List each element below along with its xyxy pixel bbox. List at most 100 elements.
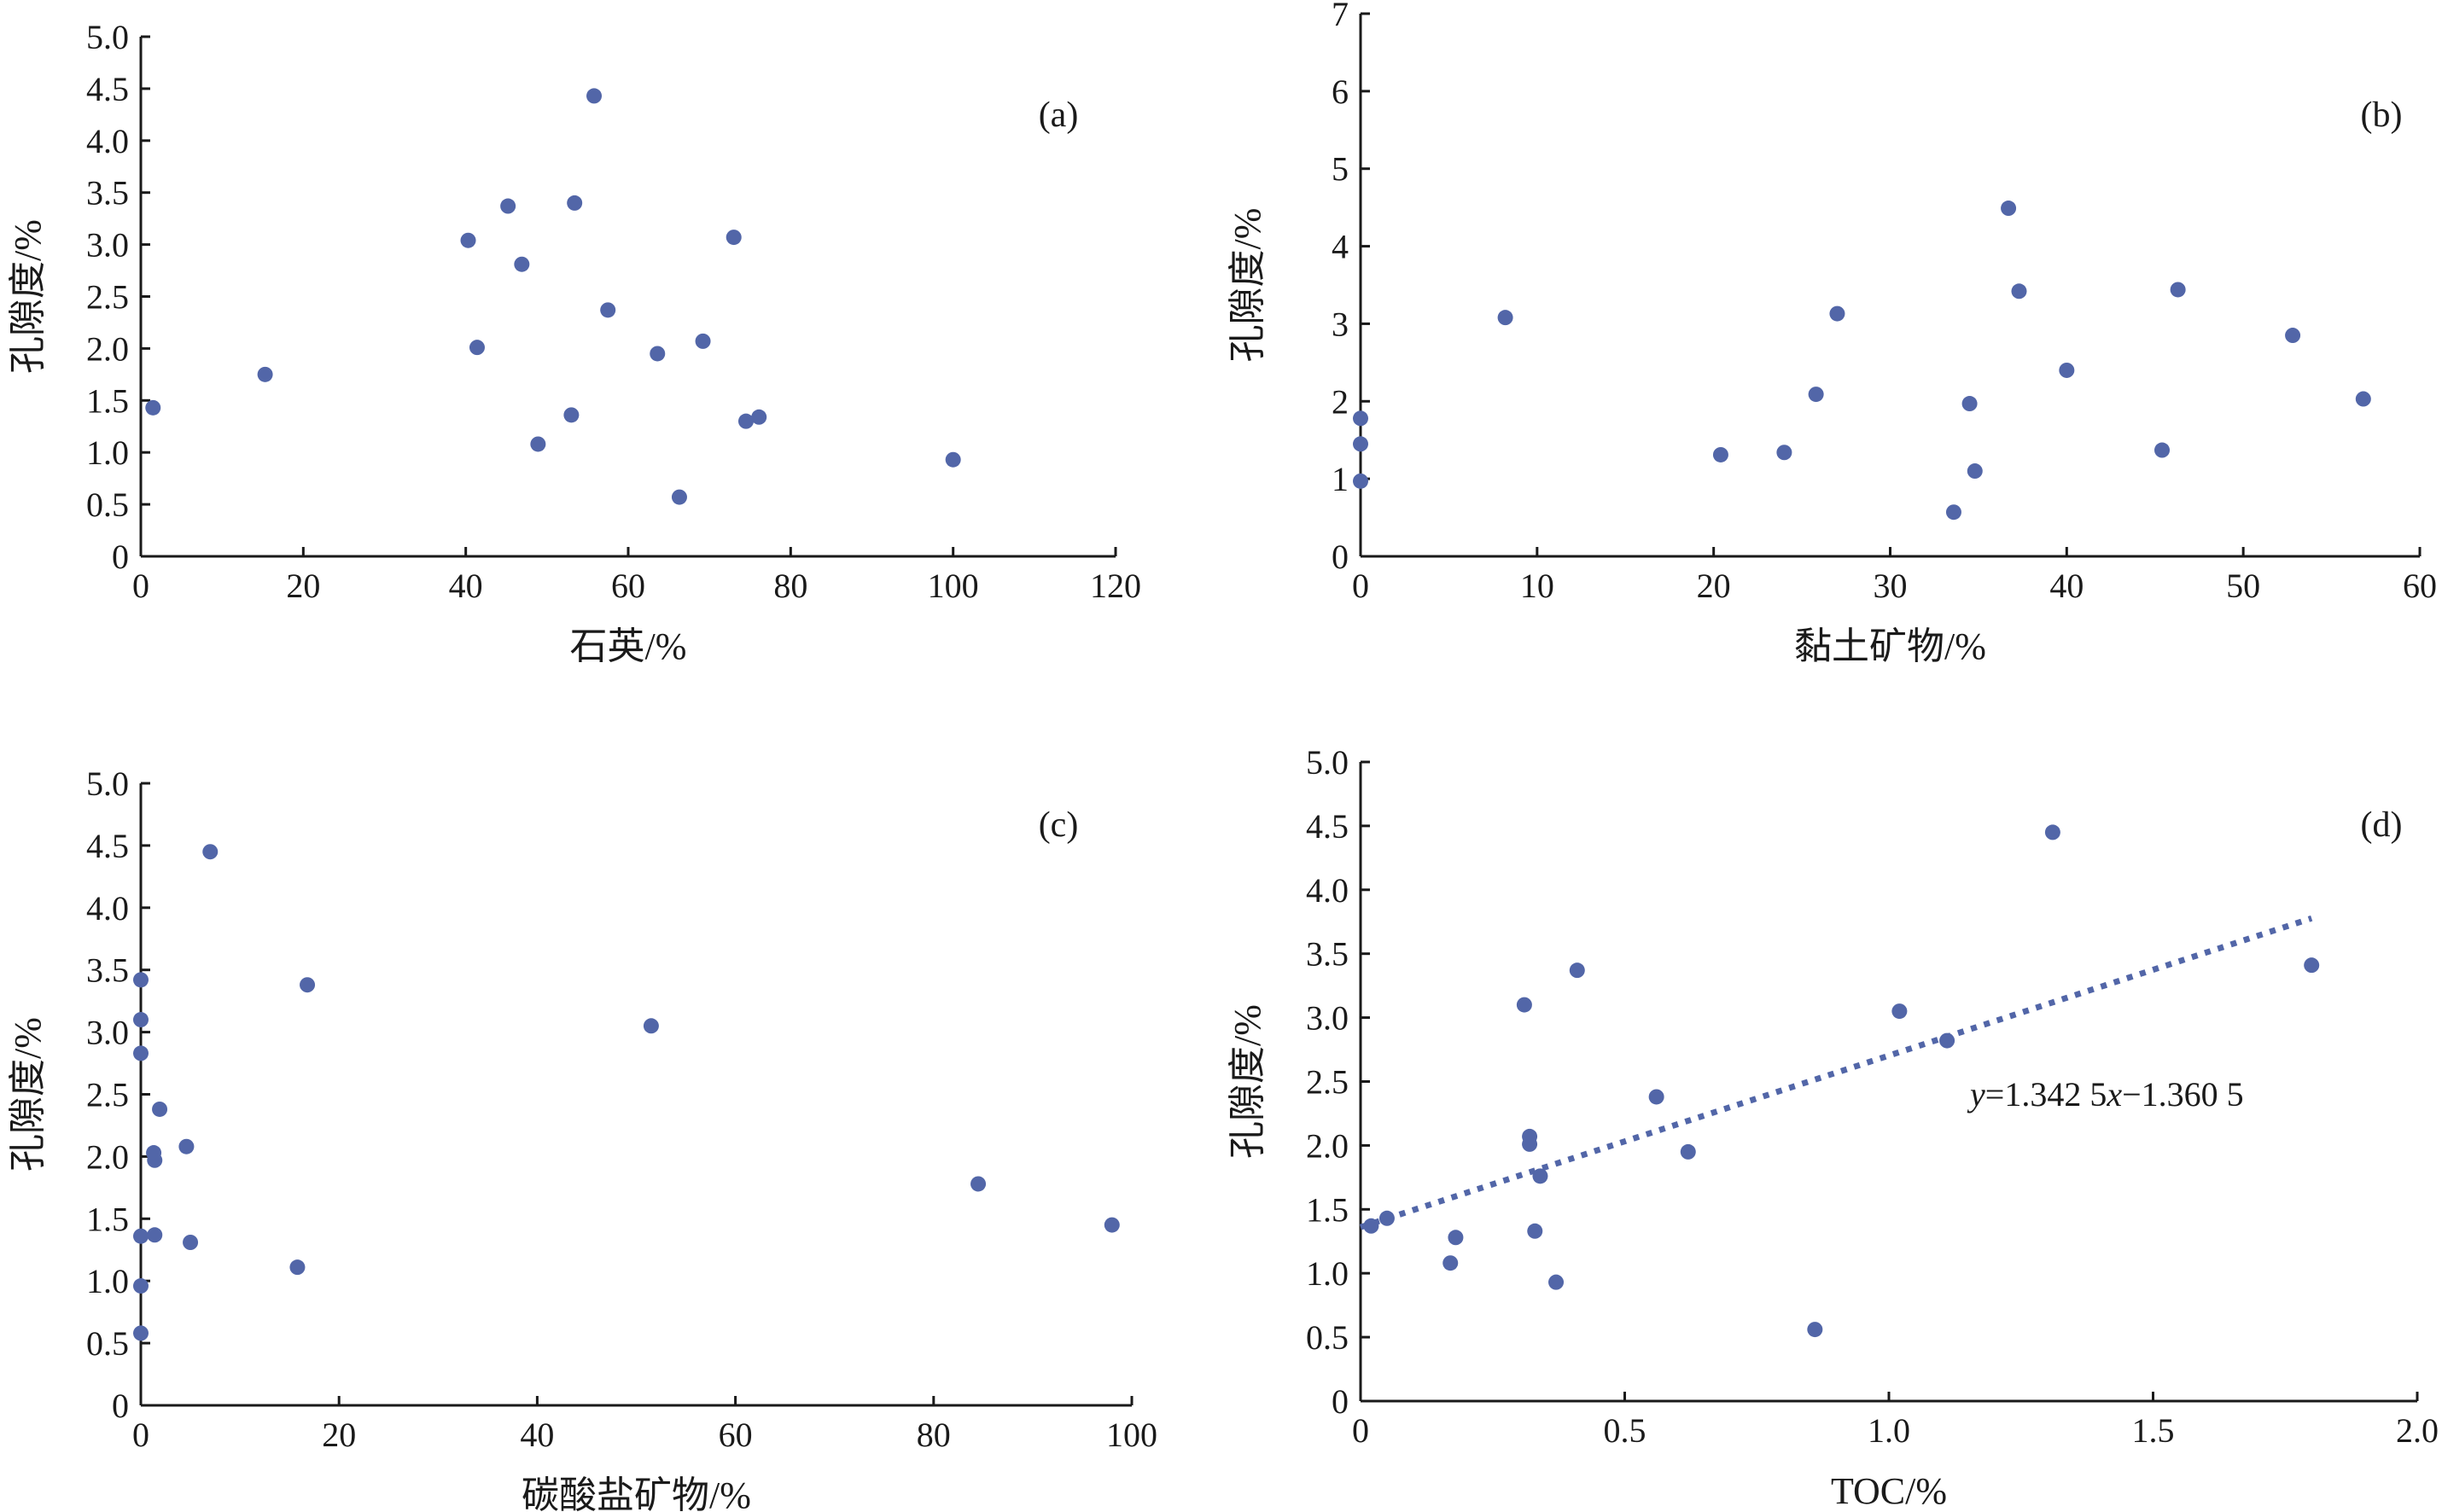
data-point — [147, 1152, 163, 1168]
data-point — [202, 844, 219, 860]
y-tick-label: 3.5 — [86, 174, 129, 212]
data-point — [586, 88, 603, 104]
data-point — [567, 195, 583, 211]
data-point — [514, 256, 530, 272]
y-tick-label: 4 — [1332, 228, 1349, 266]
data-point — [1363, 1218, 1379, 1234]
x-tick-label: 60 — [611, 567, 645, 605]
y-tick-label: 2 — [1332, 382, 1349, 421]
data-point — [1353, 473, 1368, 489]
x-tick-label: 0.5 — [1604, 1411, 1646, 1450]
x-tick-label: 60 — [719, 1416, 753, 1454]
data-point — [133, 1012, 149, 1028]
x-tick-label: 10 — [1520, 567, 1554, 605]
x-tick-label: 2.0 — [2396, 1411, 2439, 1450]
data-point — [300, 977, 316, 993]
data-point — [1522, 1136, 1538, 1152]
x-tick-label: 0 — [132, 567, 149, 605]
panel-c: 0 20 40 60 80 100 0 0.5 1.0 1.5 2.0 2.5 3.0 3.5 4.0 4.5… — [7, 765, 1157, 1512]
data-point — [530, 436, 546, 452]
y-tick-label: 4.5 — [1306, 807, 1349, 846]
data-point — [257, 366, 273, 382]
y-tick-label: 5.0 — [86, 18, 129, 56]
x-tick-label: 40 — [2049, 567, 2084, 605]
y-tick-label: 2.0 — [1306, 1126, 1349, 1165]
data-point — [1829, 305, 1845, 322]
x-tick-label: 100 — [1106, 1416, 1157, 1454]
y-axis-label: 孔隙度/% — [1227, 208, 1268, 363]
panel-label: (d) — [2361, 805, 2403, 845]
data-point — [2059, 362, 2075, 378]
y-tick-label: 2.5 — [86, 1076, 129, 1114]
data-point — [1353, 436, 1368, 452]
data-point — [1712, 446, 1728, 462]
x-tick-label: 30 — [1874, 567, 1908, 605]
y-tick-label: 0 — [112, 1387, 129, 1425]
y-tick-label: 3.5 — [1306, 935, 1349, 974]
data-point — [600, 302, 616, 318]
x-tick-label: 80 — [773, 567, 807, 605]
data-point — [133, 1278, 149, 1294]
y-tick-label: 0 — [112, 538, 129, 576]
data-point — [152, 1101, 168, 1117]
y-axis-label: 孔隙度/% — [7, 1017, 49, 1172]
data-point — [1807, 1322, 1823, 1338]
data-point — [1516, 997, 1532, 1013]
data-point — [2011, 283, 2027, 299]
y-tick-label: 1.0 — [86, 433, 129, 472]
equation-y-var: y — [1967, 1075, 1985, 1114]
data-point — [178, 1138, 195, 1154]
x-tick-label: 100 — [928, 567, 979, 605]
data-point — [1939, 1032, 1955, 1049]
y-tick-label: 1.0 — [1306, 1254, 1349, 1293]
data-point — [1569, 962, 1585, 979]
data-point — [460, 232, 476, 248]
y-tick-label: 4.0 — [86, 122, 129, 160]
data-point — [1648, 1089, 1664, 1105]
data-point — [2355, 391, 2371, 407]
data-point — [671, 489, 687, 505]
y-tick-label: 5 — [1332, 150, 1349, 189]
y-tick-label: 5.0 — [86, 765, 129, 803]
y-tick-label: 2.5 — [86, 278, 129, 317]
data-point — [970, 1176, 987, 1192]
data-point — [695, 333, 711, 349]
data-point — [751, 409, 767, 425]
y-tick-label: 1 — [1332, 460, 1349, 498]
x-axis-label: 碳酸盐矿物/% — [522, 1474, 751, 1512]
y-tick-label: 1.5 — [86, 1200, 129, 1238]
y-tick-label: 4.0 — [1306, 871, 1349, 910]
trend-line — [1359, 915, 2313, 1230]
regression-equation: y=1.342 5x−1.360 5 — [1967, 1075, 2244, 1114]
y-tick-label: 5.0 — [1306, 743, 1349, 782]
y-tick-label: 0.5 — [1306, 1318, 1349, 1357]
x-axis-label: 黏土矿物/% — [1794, 625, 1986, 667]
data-point — [1945, 504, 1961, 520]
y-tick-label: 0 — [1332, 538, 1349, 576]
data-point — [133, 1228, 149, 1244]
y-tick-label: 3 — [1332, 305, 1349, 343]
x-axis-label: TOC/% — [1831, 1470, 1947, 1512]
data-point — [145, 399, 161, 416]
x-tick-label: 1.0 — [1868, 1411, 1910, 1450]
panel-label: (b) — [2361, 96, 2403, 135]
data-point — [133, 972, 149, 988]
x-tick-label: 0 — [1352, 567, 1369, 605]
data-point — [469, 340, 485, 356]
x-tick-label: 80 — [917, 1416, 951, 1454]
data-point — [2285, 328, 2301, 344]
data-point — [643, 1018, 659, 1034]
data-point — [1442, 1255, 1459, 1271]
y-tick-label: 6 — [1332, 73, 1349, 111]
equation-part1: =1.342 5 — [1985, 1075, 2107, 1114]
x-tick-label: 60 — [2403, 567, 2437, 605]
data-point — [1808, 387, 1824, 403]
y-tick-label: 3.5 — [86, 951, 129, 990]
y-tick-label: 4.5 — [86, 827, 129, 865]
x-tick-label: 120 — [1090, 567, 1141, 605]
data-point — [1967, 463, 1983, 480]
data-point — [1104, 1217, 1120, 1233]
y-tick-label: 3.0 — [1306, 999, 1349, 1038]
data-point — [1776, 445, 1792, 461]
